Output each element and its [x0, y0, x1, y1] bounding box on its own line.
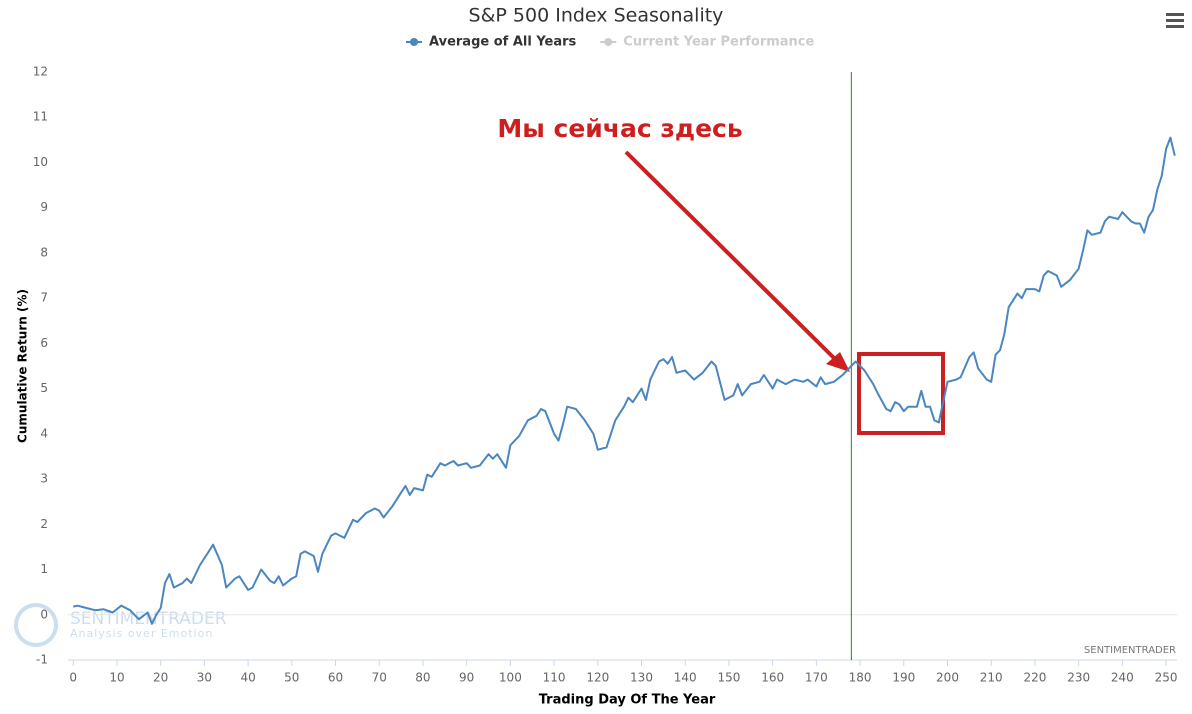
series-line	[72, 136, 1176, 625]
watermark-tagline: Analysis over Emotion	[70, 627, 213, 640]
annotation-arrow	[624, 150, 840, 364]
menu-bar	[1166, 25, 1184, 28]
x-tick-label: 220	[1023, 671, 1046, 685]
x-tick-label: 170	[805, 671, 828, 685]
x-axis-label: Trading Day Of The Year	[539, 693, 716, 708]
watermark: SENTIMENTRADER Analysis over Emotion	[14, 603, 227, 647]
y-tick-label: 4	[40, 426, 48, 440]
x-tick-label: 160	[761, 671, 784, 685]
x-tick-label: 250	[1155, 671, 1178, 685]
legend-item[interactable]: Average of All Years	[406, 35, 577, 50]
annotation: Мы сейчас здесь	[497, 114, 742, 143]
watermark-text: SENTIMENTRADER	[70, 609, 227, 629]
x-tick-label: 40	[240, 671, 255, 685]
y-tick-label: 10	[33, 155, 48, 169]
y-tick-label: 9	[40, 200, 48, 214]
y-axis-label: Cumulative Return (%)	[16, 289, 30, 443]
x-tick-label: 70	[372, 671, 387, 685]
x-tick-label: 150	[717, 671, 740, 685]
y-tick-label: -1	[36, 653, 48, 667]
x-tick-label: 140	[674, 671, 697, 685]
menu-bar	[1166, 19, 1184, 22]
highlight-box	[857, 352, 945, 435]
y-tick-label: 1	[40, 562, 48, 576]
x-tick-label: 230	[1067, 671, 1090, 685]
y-tick-label: 0	[40, 607, 48, 621]
y-tick-label: 12	[33, 65, 48, 79]
x-tick-label: 20	[153, 671, 168, 685]
x-tick-label: 60	[328, 671, 343, 685]
y-tick-label: 11	[33, 110, 48, 124]
y-tick-label: 3	[40, 472, 48, 486]
legend-label: Current Year Performance	[623, 35, 814, 50]
y-tick-label: 2	[40, 517, 48, 531]
x-tick-label: 190	[892, 671, 915, 685]
y-tick-label: 5	[40, 381, 48, 395]
x-tick-label: 100	[499, 671, 522, 685]
x-tick-label: 90	[459, 671, 474, 685]
annotation-arrowhead	[826, 352, 850, 372]
legend: Average of All Years Current Year Perform…	[406, 35, 815, 50]
x-tick-label: 200	[936, 671, 959, 685]
x-tick-label: 210	[980, 671, 1003, 685]
y-tick-label: 8	[40, 245, 48, 259]
x-tick-label: 30	[197, 671, 212, 685]
credit: SENTIMENTRADER	[1084, 645, 1176, 656]
watermark-icon	[14, 603, 58, 647]
legend-dot	[604, 38, 613, 46]
x-tick-label: 130	[630, 671, 653, 685]
legend-item[interactable]: Current Year Performance	[600, 35, 815, 50]
x-tick-label: 0	[69, 671, 77, 685]
x-tick-label: 80	[415, 671, 430, 685]
x-tick-label: 240	[1111, 671, 1134, 685]
x-tick-label: 10	[109, 671, 124, 685]
y-tick-label: 7	[40, 291, 48, 305]
x-tick-label: 180	[849, 671, 872, 685]
menu-bar	[1166, 13, 1184, 16]
legend-label: Average of All Years	[429, 35, 577, 50]
x-tick-label: 120	[586, 671, 609, 685]
x-tick-label: 110	[543, 671, 566, 685]
legend-dot	[410, 38, 418, 46]
x-tick-label: 50	[284, 671, 299, 685]
chart-title: S&P 500 Index Seasonality	[469, 5, 724, 27]
y-tick-label: 6	[40, 336, 48, 350]
menu-button[interactable]	[1166, 13, 1184, 28]
